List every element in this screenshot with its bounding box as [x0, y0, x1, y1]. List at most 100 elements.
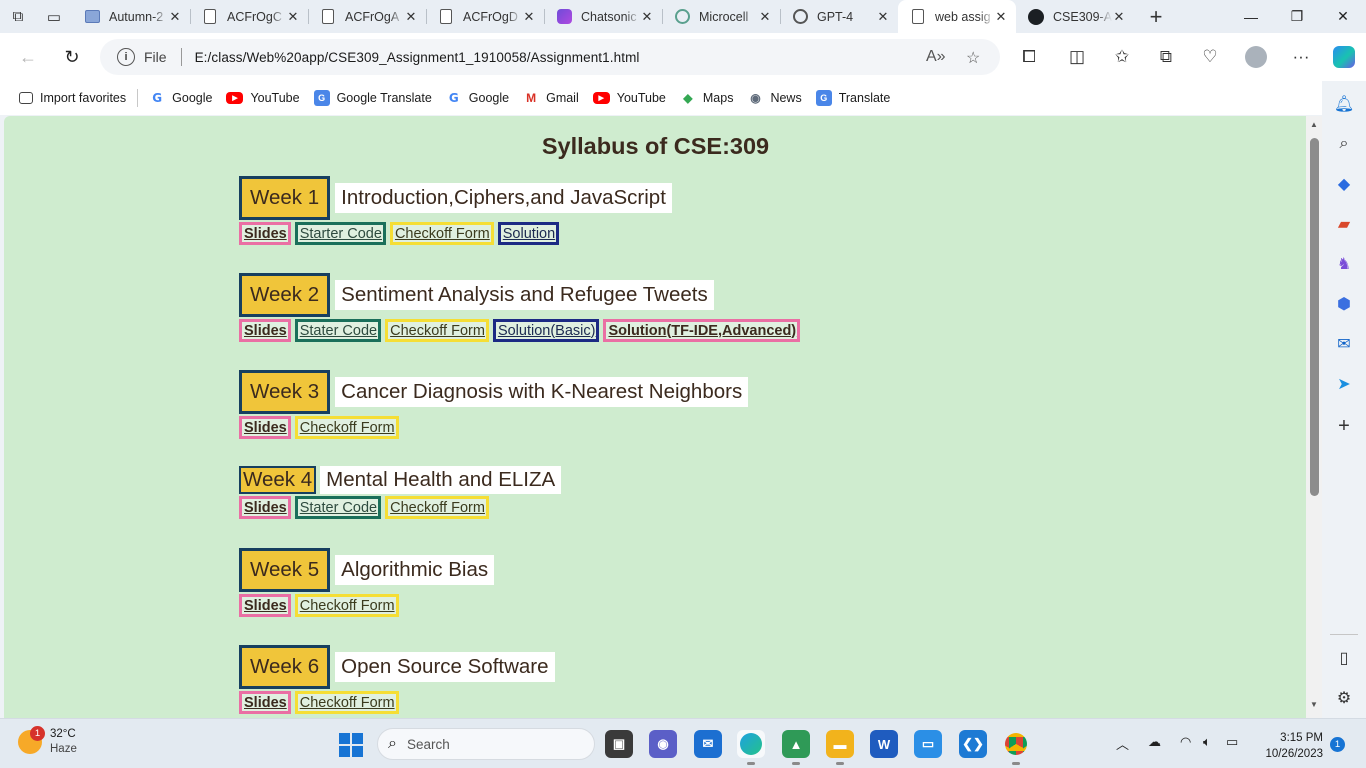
scrollbar-thumb[interactable] [1310, 138, 1319, 496]
browser-tab[interactable]: Autumn-2 ✕ [72, 0, 190, 33]
checkoff-form-link[interactable]: Checkoff Form [294, 691, 399, 714]
solution-basic-link[interactable]: Solution(Basic) [492, 319, 600, 342]
browser-tab[interactable]: GPT-4 ✕ [780, 0, 898, 33]
weather-widget[interactable]: 1 32°C Haze [18, 726, 77, 757]
browser-tab[interactable]: CSE309-A ✕ [1016, 0, 1134, 33]
address-bar[interactable]: i File E:/class/Web%20app/CSE309_Assignm… [100, 39, 1000, 75]
checkoff-form-link[interactable]: Checkoff Form [385, 496, 489, 519]
scroll-up-icon[interactable]: ▲ [1310, 120, 1318, 129]
checkoff-form-link[interactable]: Checkoff Form [389, 222, 494, 245]
vertical-scrollbar[interactable]: ▲ ▼ [1306, 116, 1322, 718]
task-view-icon[interactable]: ▣ [605, 730, 633, 758]
favorite-link[interactable]: ▶ YouTube [219, 85, 306, 111]
teams-chat-icon[interactable]: ◉ [649, 730, 677, 758]
volume-icon[interactable]: 🔈︎ [1203, 734, 1211, 749]
slides-link[interactable]: Slides [239, 691, 291, 714]
sidebar-settings-gear-icon[interactable]: ⚙ [1336, 690, 1352, 707]
favorite-link[interactable]: G Google [439, 85, 516, 111]
restore-button[interactable]: ❐ [1290, 8, 1304, 24]
browser-tab[interactable]: web assig ✕ [898, 0, 1016, 33]
browser-tab[interactable]: Microcell ✕ [662, 0, 780, 33]
profile-avatar[interactable] [1244, 46, 1268, 68]
more-menu-icon[interactable]: ··· [1292, 47, 1310, 66]
vscode-icon[interactable]: ❮❯ [959, 730, 987, 758]
shopping-tag-icon[interactable]: ◆ [1337, 176, 1351, 193]
close-tab-icon[interactable]: ✕ [287, 8, 299, 24]
tools-briefcase-icon[interactable]: ▰ [1337, 216, 1351, 233]
favorite-link[interactable]: M Gmail [516, 85, 586, 111]
browser-tab[interactable]: ACFrOgD ✕ [426, 0, 544, 33]
mail-icon[interactable]: ✉ [694, 730, 722, 758]
close-window-button[interactable]: ✕ [1337, 8, 1349, 24]
close-tab-icon[interactable]: ✕ [405, 8, 417, 24]
word-icon[interactable]: W [870, 730, 898, 758]
favorite-link[interactable]: ▶ YouTube [586, 85, 673, 111]
checkoff-form-link[interactable]: Checkoff Form [294, 416, 399, 439]
browser-tab[interactable]: ACFrOgC ✕ [190, 0, 308, 33]
add-sidebar-app-icon[interactable]: + [1338, 414, 1350, 437]
search-icon[interactable]: ⌕ [1339, 135, 1349, 152]
split-screen-icon[interactable]: ◫ [1068, 47, 1086, 66]
favorite-link[interactable]: G Google [142, 85, 219, 111]
stater-code-link[interactable]: Stater Code [294, 496, 382, 519]
close-tab-icon[interactable]: ✕ [759, 8, 771, 24]
slides-link[interactable]: Slides [239, 319, 291, 342]
favorite-link[interactable]: G Google Translate [307, 85, 439, 111]
chevron-up-icon[interactable]: ︿ [1116, 737, 1130, 752]
close-tab-icon[interactable]: ✕ [1113, 8, 1125, 24]
notification-count-badge[interactable]: 1 [1330, 737, 1345, 752]
wifi-icon[interactable]: ◠ [1180, 734, 1192, 749]
solution-tf-ide-advanced-link[interactable]: Solution(TF-IDE,Advanced) [603, 319, 801, 342]
browser-tab[interactable]: ACFrOgA ✕ [308, 0, 426, 33]
slides-link[interactable]: Slides [239, 222, 291, 245]
onedrive-cloud-icon[interactable]: ☁ [1148, 734, 1161, 749]
slides-link[interactable]: Slides [239, 594, 291, 617]
notifications-bell-icon[interactable]: 🔔︎ [1333, 96, 1355, 113]
file-explorer-folder-icon[interactable]: ▬ [826, 730, 854, 765]
tab-actions-icon[interactable]: ▭ [46, 8, 62, 26]
close-tab-icon[interactable]: ✕ [169, 8, 181, 24]
copilot-icon[interactable] [1332, 46, 1356, 68]
close-tab-icon[interactable]: ✕ [995, 8, 1007, 24]
read-aloud-icon[interactable]: A» [926, 48, 946, 65]
close-tab-icon[interactable]: ✕ [523, 8, 535, 24]
classroom-icon[interactable]: ▲ [782, 730, 810, 765]
screen-snip-icon[interactable]: ▭ [914, 730, 942, 758]
taskbar-clock[interactable]: 3:15 PM 10/26/2023 [1257, 730, 1323, 762]
checkoff-form-link[interactable]: Checkoff Form [294, 594, 399, 617]
new-tab-button[interactable]: + [1149, 3, 1163, 29]
starter-code-link[interactable]: Starter Code [294, 222, 386, 245]
outlook-icon[interactable]: ✉ [1337, 336, 1351, 353]
browser-tab[interactable]: Chatsonic ✕ [544, 0, 662, 33]
checkoff-form-link[interactable]: Checkoff Form [385, 319, 489, 342]
battery-icon[interactable]: ▭ [1226, 734, 1239, 749]
favorite-link[interactable]: Import favorites [12, 85, 133, 111]
address-url[interactable]: E:/class/Web%20app/CSE309_Assignment1_19… [194, 49, 640, 65]
close-tab-icon[interactable]: ✕ [641, 8, 653, 24]
microsoft365-icon[interactable]: ⬢ [1337, 296, 1351, 313]
slides-link[interactable]: Slides [239, 496, 291, 519]
close-tab-icon[interactable]: ✕ [877, 8, 889, 24]
browser-essentials-icon[interactable]: ♡ [1202, 47, 1218, 66]
games-icon[interactable]: ♞ [1336, 256, 1352, 273]
back-arrow-icon[interactable]: ← [19, 46, 37, 67]
favorite-star-icon[interactable]: ☆ [966, 50, 981, 67]
workspaces-icon[interactable]: ⧉ [12, 8, 24, 25]
edge-browser-icon[interactable] [737, 730, 765, 765]
favorites-icon[interactable]: ✩ [1114, 47, 1130, 66]
taskbar-search-box[interactable]: ⌕ Search [377, 728, 595, 760]
scroll-down-icon[interactable]: ▼ [1310, 700, 1318, 709]
stater-code-link[interactable]: Stater Code [294, 319, 382, 342]
solution-link[interactable]: Solution [497, 222, 560, 245]
collections-icon[interactable]: ⧉ [1159, 47, 1173, 66]
hide-sidebar-icon[interactable]: ▯ [1339, 650, 1349, 667]
slides-link[interactable]: Slides [239, 416, 291, 439]
drop-send-icon[interactable]: ➤ [1337, 376, 1351, 393]
favorite-link[interactable]: ◉ News [740, 85, 808, 111]
extensions-icon[interactable]: ⧠ [1022, 47, 1036, 66]
chrome-icon[interactable] [1002, 730, 1030, 765]
start-windows-icon[interactable] [339, 733, 363, 757]
info-icon[interactable]: i [117, 48, 135, 66]
minimize-button[interactable]: — [1244, 8, 1258, 25]
favorite-link[interactable]: G Translate [809, 85, 898, 111]
